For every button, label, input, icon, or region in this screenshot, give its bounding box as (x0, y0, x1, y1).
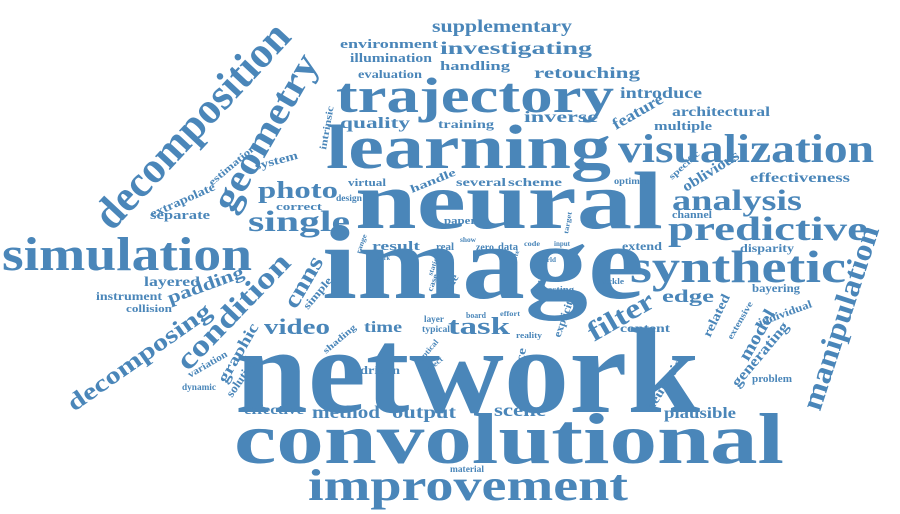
word-task: task (448, 314, 511, 340)
word-content: content (620, 321, 670, 335)
word-learning: learning (326, 114, 611, 182)
word-illumination: illumination (350, 50, 433, 65)
word-convolutional: convolutional (234, 399, 784, 479)
word-neural: neural (355, 155, 663, 246)
word-layer: layer (424, 314, 444, 324)
word-visualization: visualization (618, 126, 874, 171)
word-scheme: scheme (508, 175, 563, 189)
word-quality: quality (340, 115, 410, 132)
word-optimal: optimal (614, 176, 649, 186)
word-effectiveness: effectiveness (750, 171, 851, 186)
word-world: world (538, 256, 556, 264)
word-input: input (554, 240, 571, 248)
word-several: several (456, 175, 507, 189)
word-handling: handling (440, 58, 511, 73)
word-architectural: architectural (672, 105, 770, 120)
word-improvement: improvement (308, 461, 628, 510)
word-analysis: analysis (672, 184, 802, 217)
word-dynamic: dynamic (182, 382, 216, 392)
word-real: real (436, 242, 454, 253)
word-multiple: multiple (654, 118, 712, 133)
word-correct: correct (276, 201, 322, 213)
word-effective: effective (244, 403, 304, 418)
word-investigating: investigating (440, 38, 592, 58)
word-time: time (364, 319, 402, 336)
word-result: result (372, 238, 421, 253)
word-training: training (438, 117, 494, 131)
word-reality: reality (516, 331, 542, 340)
word-extend: extend (622, 239, 662, 253)
word-disparity: disparity (740, 241, 794, 255)
word-driven: driven (360, 363, 400, 377)
word-layered: layered (144, 275, 200, 290)
word-trajectory: trajectory (336, 67, 614, 123)
word-output: output (392, 402, 456, 422)
word-virtual: virtual (348, 177, 386, 189)
word-image: image (322, 204, 644, 321)
word-retouching: retouching (534, 65, 640, 82)
word-supplementary: supplementary (432, 16, 572, 36)
word-method: method (312, 402, 380, 422)
word-edge: edge (662, 286, 714, 306)
word-board: board (466, 311, 487, 320)
words-layer: network image neural convolutional learn… (2, 12, 886, 510)
word-show: show (460, 236, 477, 244)
word-bayering: bayering (752, 281, 800, 295)
word-paper: paper (444, 215, 476, 227)
word-zero: zero (476, 242, 495, 252)
word-data: data (498, 242, 518, 253)
word-single: single (248, 205, 350, 238)
word-video: video (264, 314, 330, 339)
word-instrument: instrument (96, 289, 162, 303)
word-predictive: predictive (668, 211, 868, 248)
word-separate: separate (150, 207, 210, 222)
word-material: material (450, 464, 485, 474)
word-target: target (562, 210, 574, 234)
word-scene: scene (494, 400, 546, 420)
word-inverse: inverse (524, 109, 598, 126)
word-tackle: tackle (600, 277, 625, 286)
word-environment: environment (340, 36, 439, 51)
word-simulation: simulation (2, 228, 252, 281)
word-testing: testing (544, 285, 574, 294)
word-collision: collision (126, 304, 173, 315)
word-design: design (336, 193, 362, 203)
word-channel: channel (672, 210, 712, 221)
word-problem: problem (752, 374, 793, 385)
word-synthetic: synthetic (630, 241, 846, 292)
word-photo: photo (258, 178, 338, 204)
word-code: code (524, 240, 540, 248)
word-plausible: plausible (664, 405, 736, 422)
word-introduce: introduce (620, 85, 702, 102)
word-effort: effort (500, 310, 521, 318)
word-evaluation: evaluation (358, 67, 422, 81)
word-work: work (376, 254, 390, 262)
word-typical: typical (422, 324, 451, 334)
word-network: network (235, 304, 700, 439)
